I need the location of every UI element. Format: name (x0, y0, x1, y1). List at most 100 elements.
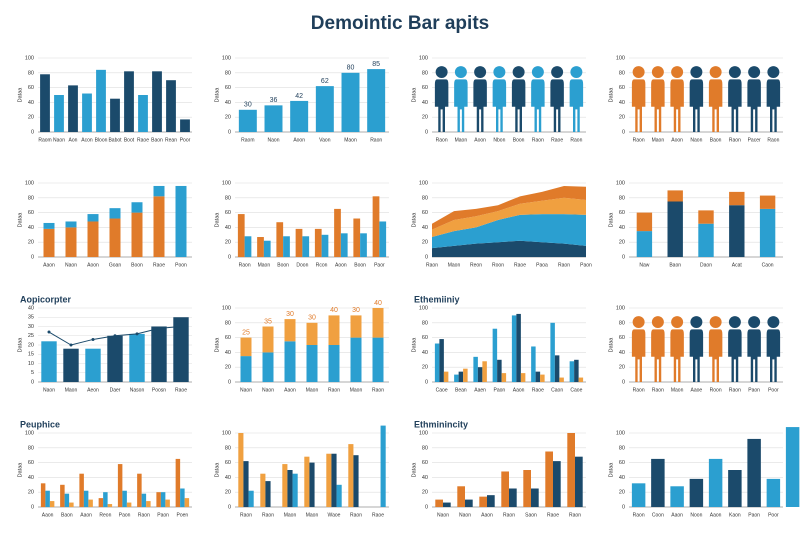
bar (631, 483, 646, 507)
bar (283, 236, 290, 257)
x-tick-label: Maon (344, 137, 357, 143)
chart-title: Ethminincity (414, 419, 468, 429)
x-tick-label: Raon (240, 512, 252, 518)
y-tick-label: 60 (225, 210, 231, 216)
x-tick-label: Raon (262, 512, 274, 518)
x-tick-label: Boon (131, 262, 143, 268)
x-tick-label: Aaen (474, 387, 486, 393)
x-tick-label: Raon (767, 137, 779, 143)
y-tick-label: 20 (28, 342, 34, 348)
bar (454, 374, 459, 382)
x-tick-label: Raon (729, 137, 741, 143)
bar (501, 471, 509, 507)
bar-segment (240, 356, 252, 382)
x-tick-label: Poosn (152, 387, 166, 393)
bar-segment (729, 191, 745, 206)
x-tick-label: Raon (426, 262, 438, 268)
y-tick-label: 40 (28, 305, 34, 311)
bar (49, 501, 55, 507)
person (631, 79, 646, 132)
bar (244, 236, 252, 257)
bar (302, 236, 310, 257)
mini-chart: Dataa 0 20 40 60 80 100 Raom Naon Aon Acon Bloon Bab… (17, 55, 192, 143)
x-tick-label: Aaon (481, 512, 493, 518)
line-point (91, 337, 95, 341)
y-tick-label: 20 (619, 365, 625, 371)
y-tick-label: 0 (425, 129, 428, 135)
bar (569, 361, 575, 382)
bar (380, 425, 386, 507)
y-tick-label: 60 (28, 85, 34, 91)
bar (238, 109, 257, 132)
bar-segment (65, 227, 77, 257)
bar (141, 493, 147, 507)
bar (501, 373, 507, 382)
line-point (47, 330, 51, 334)
y-tick-label: 80 (28, 70, 34, 76)
x-tick-label: Raon (532, 137, 544, 143)
bar (103, 492, 108, 507)
mini-chart: Dataa 0 20 40 60 80 100 Raon Maon Aoon Naon Baon Rao… (608, 55, 783, 143)
y-tick-label: 20 (28, 240, 34, 246)
person (728, 329, 742, 382)
x-tick-label: Aaon (42, 512, 54, 518)
y-tick-label: 80 (422, 445, 428, 451)
y-tick-label: 35 (28, 315, 34, 321)
y-tick-label: 60 (225, 335, 231, 341)
y-tick-label: 0 (622, 254, 625, 260)
y-tick-label: 80 (619, 445, 625, 451)
person (747, 79, 761, 132)
x-tick-label: Waoe (328, 512, 341, 518)
bar (336, 484, 342, 507)
mini-chart: Dataa 0 20 40 60 80 100 Naw Baon Daon Acat Caon (608, 180, 783, 268)
x-tick-label: Raon (569, 512, 581, 518)
y-axis-label: Dataa (608, 462, 614, 478)
y-tick-label: 100 (419, 305, 428, 311)
bar-segment (636, 212, 653, 232)
y-tick-label: 40 (619, 225, 625, 231)
person-head (632, 66, 645, 79)
bar-segment (636, 231, 653, 257)
bar-segment (306, 322, 318, 345)
bar (458, 371, 464, 382)
bar (40, 483, 46, 507)
bar-segment (87, 214, 99, 222)
value-label: 30 (244, 102, 252, 109)
person (689, 329, 704, 382)
x-tick-label: Acat (732, 262, 743, 268)
x-tick-label: Poor (768, 512, 779, 518)
y-tick-label: 40 (225, 350, 231, 356)
y-tick-label: 0 (228, 379, 231, 385)
bar (156, 492, 161, 507)
y-tick-label: 25 (28, 333, 34, 339)
x-tick-label: Maon (455, 137, 468, 143)
bar (477, 367, 483, 382)
bar (463, 368, 468, 382)
y-tick-label: 20 (225, 365, 231, 371)
y-tick-label: 0 (31, 254, 34, 260)
bar (353, 218, 361, 257)
x-tick-label: Baon (151, 137, 163, 143)
x-tick-label: Aaoe (691, 387, 703, 393)
x-tick-label: Raon (239, 262, 251, 268)
bar (282, 464, 288, 507)
bar (265, 481, 271, 507)
bar (559, 377, 564, 382)
mini-chart: Peuphice Dataa 0 20 40 60 80 100 Aaon Baon Aaon Reo… (17, 419, 192, 518)
x-tick-label: Daer (110, 387, 121, 393)
x-tick-label: Acon (81, 137, 93, 143)
bar (237, 214, 245, 257)
bar (747, 438, 761, 507)
bar (553, 461, 561, 507)
person-head (531, 66, 544, 79)
bar (497, 359, 502, 382)
bar-segment (350, 315, 362, 338)
y-tick-label: 60 (28, 460, 34, 466)
person-head (512, 66, 525, 79)
bar (180, 119, 190, 132)
bar-segment (698, 210, 714, 224)
x-tick-label: Raoe (514, 262, 526, 268)
bar (457, 486, 465, 507)
bar-segment (153, 185, 165, 197)
x-tick-label: Raon (436, 137, 448, 143)
